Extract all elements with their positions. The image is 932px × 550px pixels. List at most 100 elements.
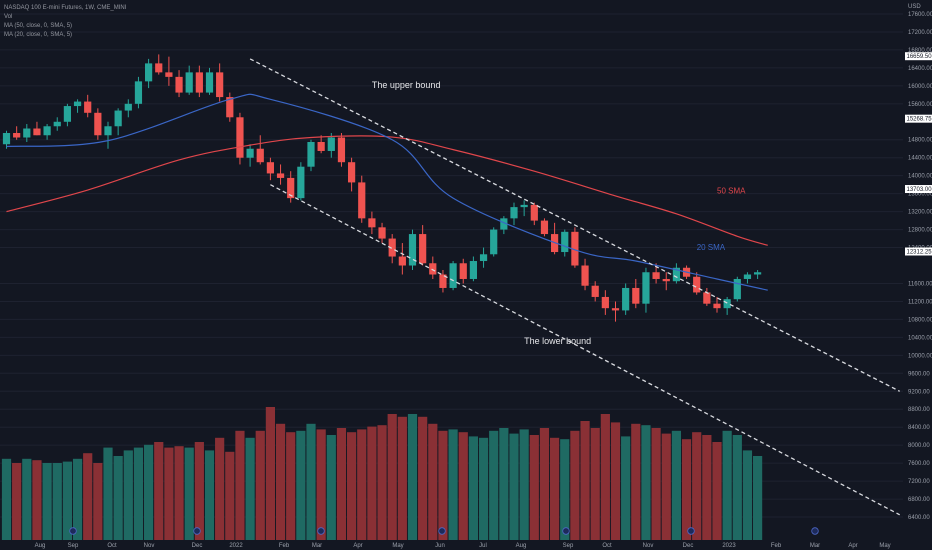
legend-ma50[interactable]: MA (50, close, 0, SMA, 5) <box>4 23 73 29</box>
candle-body <box>449 263 457 288</box>
candle-body <box>266 162 274 174</box>
volume-bar <box>651 428 661 540</box>
candle-body <box>2 133 11 145</box>
price-tag: 13703.00 <box>905 185 932 194</box>
volume-bar <box>265 407 275 540</box>
volume-bar <box>681 439 692 540</box>
candle-body <box>84 101 92 113</box>
candle-body <box>317 141 325 151</box>
candle-body <box>733 278 741 300</box>
annotation-1: The lower bound <box>524 336 591 346</box>
volume-bar <box>570 430 580 540</box>
price-tick-label: 8000.00 <box>908 443 930 449</box>
volume-bar <box>296 430 306 540</box>
candle-body <box>378 227 386 239</box>
candle-body <box>216 72 224 98</box>
annotation-2: 50 SMA <box>717 187 746 196</box>
volume-bar <box>316 429 326 540</box>
time-tick-label: Dec <box>192 543 203 549</box>
volume-bar <box>397 416 407 540</box>
candle-body <box>591 285 599 297</box>
candle-body <box>672 267 680 282</box>
volume-bar <box>722 430 732 540</box>
price-tag: 12312.25 <box>905 247 932 256</box>
volume-bar <box>428 423 438 540</box>
candle-body <box>368 218 376 228</box>
volume-bar <box>22 458 32 540</box>
candle-body <box>743 274 752 279</box>
volume-bar <box>255 430 265 540</box>
price-tick-label: 8800.00 <box>908 407 930 413</box>
volume-bar <box>539 428 550 540</box>
time-tick-label: 2023 <box>722 543 736 549</box>
candle-body <box>490 229 498 255</box>
candle-body <box>713 303 721 309</box>
candle-body <box>611 308 620 311</box>
price-tick-label: 10400.00 <box>908 335 932 341</box>
candle-body <box>459 263 467 279</box>
event-marker-icon <box>438 527 446 535</box>
annotations: The upper bound The lower bound 50 SMA 20 S… <box>372 80 746 346</box>
legend-ma20[interactable]: MA (20, close, 0, SMA, 5) <box>4 32 73 38</box>
time-tick-label: 2022 <box>229 543 243 549</box>
volume-bar <box>225 451 235 540</box>
candle-body <box>33 128 41 136</box>
trend-channel[interactable] <box>249 58 901 516</box>
moving-averages <box>6 93 768 291</box>
candle-body <box>469 261 477 279</box>
volume-bar <box>590 428 600 540</box>
candle-body <box>53 121 61 127</box>
volume-bar <box>103 447 113 540</box>
sma50-line <box>6 135 768 246</box>
price-tick-label: 11200.00 <box>908 299 932 305</box>
candle-body <box>73 101 82 107</box>
price-tag-label: 16659.50 <box>907 54 932 60</box>
time-tick-label: Oct <box>602 543 612 549</box>
candle-body <box>642 272 650 304</box>
time-tick-label: Aug <box>516 543 527 549</box>
price-tick-label: 16800.00 <box>908 48 932 54</box>
volume-bar <box>742 450 753 540</box>
price-tick-label: 11600.00 <box>908 281 932 287</box>
price-tick-label: 16000.00 <box>908 84 932 90</box>
volume-bar <box>235 430 245 540</box>
time-tick-label: Feb <box>771 543 782 549</box>
candle-body <box>195 72 203 93</box>
volume-bar <box>621 436 631 540</box>
volume-bar <box>702 435 712 540</box>
price-tick-label: 9200.00 <box>908 389 930 395</box>
candle-body <box>348 162 356 183</box>
volume-bar <box>215 437 225 540</box>
candle-body <box>134 81 143 104</box>
time-tick-label: Nov <box>643 543 654 549</box>
price-tick-label: 7600.00 <box>908 461 930 467</box>
event-marker-icon <box>687 527 695 535</box>
candle-body <box>165 72 173 77</box>
candle-body <box>571 231 579 266</box>
candle-body <box>429 263 437 275</box>
candle-body <box>703 292 711 304</box>
time-tick-label: Jun <box>435 543 445 549</box>
time-axis[interactable]: Aug Sep Oct Nov Dec 2022 Feb Mar Apr May Jun Jul Aug… <box>35 527 891 549</box>
price-tag: 16659.50 <box>905 52 932 61</box>
chart-legend: NASDAQ 100 E-mini Futures, 1W, CME_MINI … <box>4 4 126 40</box>
event-marker-icon <box>562 527 570 535</box>
event-marker-icon <box>69 527 77 535</box>
candlesticks[interactable] <box>2 54 762 322</box>
candle-body <box>155 63 163 73</box>
candle-body <box>581 265 589 286</box>
legend-volume[interactable]: Vol <box>4 14 13 20</box>
candle-body <box>540 220 549 235</box>
volume-bar <box>671 430 681 540</box>
candle-body <box>520 204 528 208</box>
candle-body <box>185 72 193 93</box>
candle-body <box>276 173 285 178</box>
time-tick-label: Aug <box>35 543 46 549</box>
price-tick-label: 10800.00 <box>908 317 932 323</box>
annotation-3: 20 SMA <box>697 243 726 252</box>
volume-bar <box>610 422 621 540</box>
price-axis[interactable]: USD 17600.00 17200.00 16800.00 16400.00 16000… <box>905 4 932 521</box>
candle-body <box>307 141 315 167</box>
volume-bar <box>509 433 519 540</box>
